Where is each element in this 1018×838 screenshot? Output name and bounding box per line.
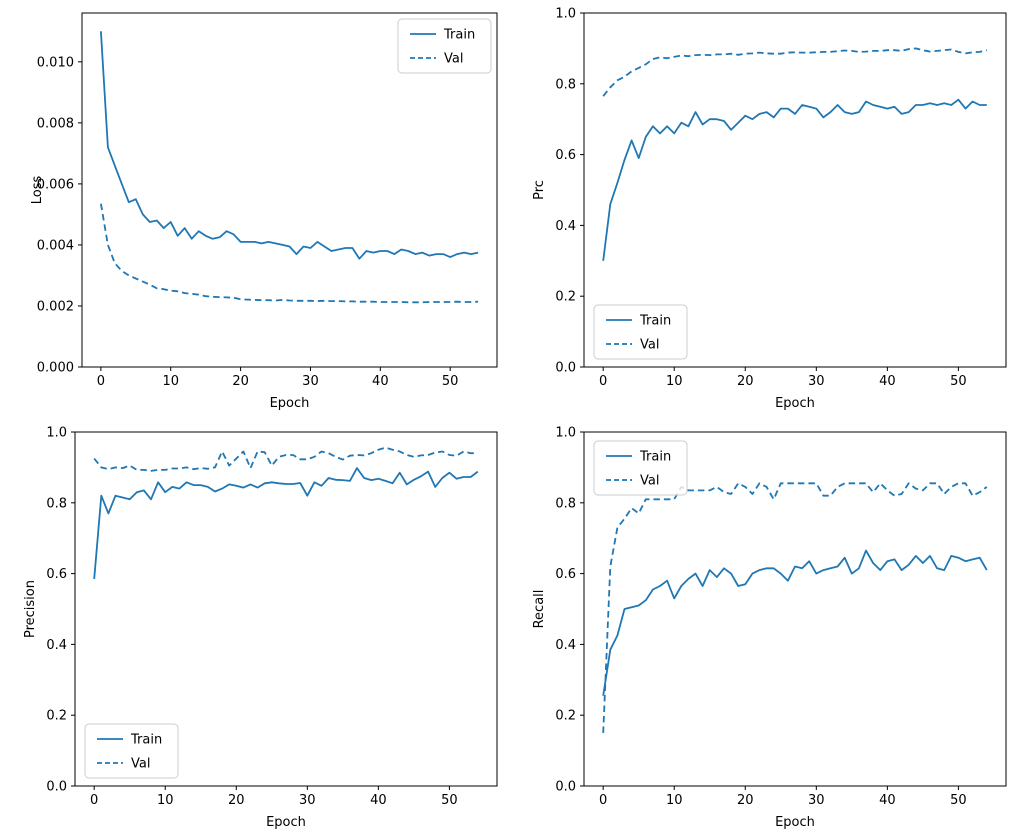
- recall-train-line: [602, 549, 988, 696]
- x-tick-label: 10: [666, 374, 683, 389]
- y-tick-label: 0.8: [555, 496, 576, 511]
- prc-chart: 0 10 20 30 40 50 0.0 0.2 0.4 0.6 0.8 1.0 Epoch Prc Tra…: [532, 7, 1007, 411]
- y-tick-label: 0.6: [555, 567, 576, 582]
- x-tick-label: 30: [808, 793, 825, 808]
- precision-axes-spines: [74, 431, 498, 787]
- x-tick-label: 50: [950, 374, 967, 389]
- x-tick-label: 40: [879, 793, 896, 808]
- legend-val-label: Val: [131, 757, 150, 772]
- loss-y-axis-label: Loss: [30, 176, 45, 205]
- precision-x-axis-label: Epoch: [266, 815, 306, 830]
- x-tick-label: 20: [228, 793, 245, 808]
- x-tick-label: 40: [372, 374, 389, 389]
- y-tick-label: 0.0: [46, 780, 67, 795]
- x-tick-label: 50: [442, 374, 459, 389]
- x-tick-label: 10: [666, 793, 683, 808]
- x-tick-label: 50: [950, 793, 967, 808]
- legend-train-label: Train: [443, 28, 475, 43]
- y-tick-label: 0.000: [37, 361, 74, 376]
- subplot-recall: 0 10 20 30 40 50 0.0 0.2 0.4 0.6 0.8 1.0 Epoch Recall…: [509, 419, 1018, 838]
- y-tick-label: 1.0: [555, 7, 576, 22]
- x-tick-label: 30: [302, 374, 319, 389]
- legend-val-label: Val: [444, 52, 463, 67]
- y-tick-label: 0.004: [37, 238, 74, 253]
- y-tick-label: 0.006: [37, 177, 74, 192]
- x-tick-label: 30: [808, 374, 825, 389]
- legend-val-label: Val: [640, 338, 659, 353]
- recall-legend-box: [593, 440, 688, 496]
- y-tick-label: 0.6: [555, 148, 576, 163]
- x-tick-label: 10: [157, 793, 174, 808]
- prc-x-axis-label: Epoch: [775, 396, 815, 411]
- legend-val-label: Val: [640, 474, 659, 489]
- x-tick-label: 30: [299, 793, 316, 808]
- y-tick-label: 0.0: [555, 361, 576, 376]
- y-tick-label: 0.002: [37, 299, 74, 314]
- y-tick-label: 0.2: [46, 709, 67, 724]
- y-tick-label: 0.6: [46, 567, 67, 582]
- x-tick-label: 40: [879, 374, 896, 389]
- legend-train-label: Train: [130, 733, 162, 748]
- subplot-prc: 0 10 20 30 40 50 0.0 0.2 0.4 0.6 0.8 1.0 Epoch Prc Tra…: [509, 0, 1018, 419]
- recall-y-axis-label: Recall: [532, 590, 547, 629]
- loss-val-line: [100, 203, 479, 304]
- y-tick-label: 0.8: [555, 77, 576, 92]
- x-tick-label: 20: [232, 374, 249, 389]
- recall-val-line: [602, 482, 988, 733]
- x-tick-label: 40: [370, 793, 387, 808]
- precision-train-line: [93, 467, 479, 579]
- y-tick-label: 0.2: [555, 709, 576, 724]
- loss-axes-spines: [81, 12, 498, 368]
- y-tick-label: 0.4: [555, 638, 576, 653]
- y-tick-label: 0.8: [46, 496, 67, 511]
- y-tick-label: 0.008: [37, 116, 74, 131]
- y-tick-label: 0.2: [555, 290, 576, 305]
- x-tick-label: 0: [97, 374, 105, 389]
- precision-legend-box: [84, 723, 179, 779]
- legend-train-label: Train: [639, 450, 671, 465]
- recall-axes-spines: [583, 431, 1007, 787]
- y-tick-label: 0.010: [37, 55, 74, 70]
- subplot-precision: 0 10 20 30 40 50 0.0 0.2 0.4 0.6 0.8 1.0 Epoch Precis…: [0, 419, 509, 838]
- y-tick-label: 0.4: [555, 219, 576, 234]
- subplot-loss: 0 10 20 30 40 50 0.000 0.002 0.004 0.006 0.008 0.01…: [0, 0, 509, 419]
- precision-y-axis-label: Precision: [23, 580, 38, 638]
- y-tick-label: 1.0: [46, 426, 67, 441]
- recall-chart: 0 10 20 30 40 50 0.0 0.2 0.4 0.6 0.8 1.0 Epoch Recall…: [532, 426, 1007, 830]
- x-tick-label: 0: [90, 793, 98, 808]
- loss-x-axis-label: Epoch: [270, 396, 310, 411]
- precision-chart: 0 10 20 30 40 50 0.0 0.2 0.4 0.6 0.8 1.0 Epoch Precis…: [23, 426, 498, 830]
- loss-chart: 0 10 20 30 40 50 0.000 0.002 0.004 0.006 0.008 0.01…: [30, 12, 498, 411]
- y-tick-label: 1.0: [555, 426, 576, 441]
- prc-axes-spines: [583, 12, 1007, 368]
- prc-val-line: [602, 47, 988, 97]
- legend-train-label: Train: [639, 314, 671, 329]
- loss-legend-box: [397, 18, 492, 74]
- recall-x-axis-label: Epoch: [775, 815, 815, 830]
- precision-val-line: [93, 446, 478, 472]
- prc-legend-box: [593, 304, 688, 360]
- y-tick-label: 0.0: [555, 780, 576, 795]
- x-tick-label: 20: [737, 374, 754, 389]
- prc-train-line: [602, 98, 987, 261]
- x-tick-label: 20: [737, 793, 754, 808]
- x-tick-label: 50: [441, 793, 458, 808]
- x-tick-label: 0: [599, 374, 607, 389]
- loss-train-line: [100, 31, 479, 260]
- x-tick-label: 0: [599, 793, 607, 808]
- y-tick-label: 0.4: [46, 638, 67, 653]
- x-tick-label: 10: [162, 374, 179, 389]
- prc-y-axis-label: Prc: [532, 180, 547, 200]
